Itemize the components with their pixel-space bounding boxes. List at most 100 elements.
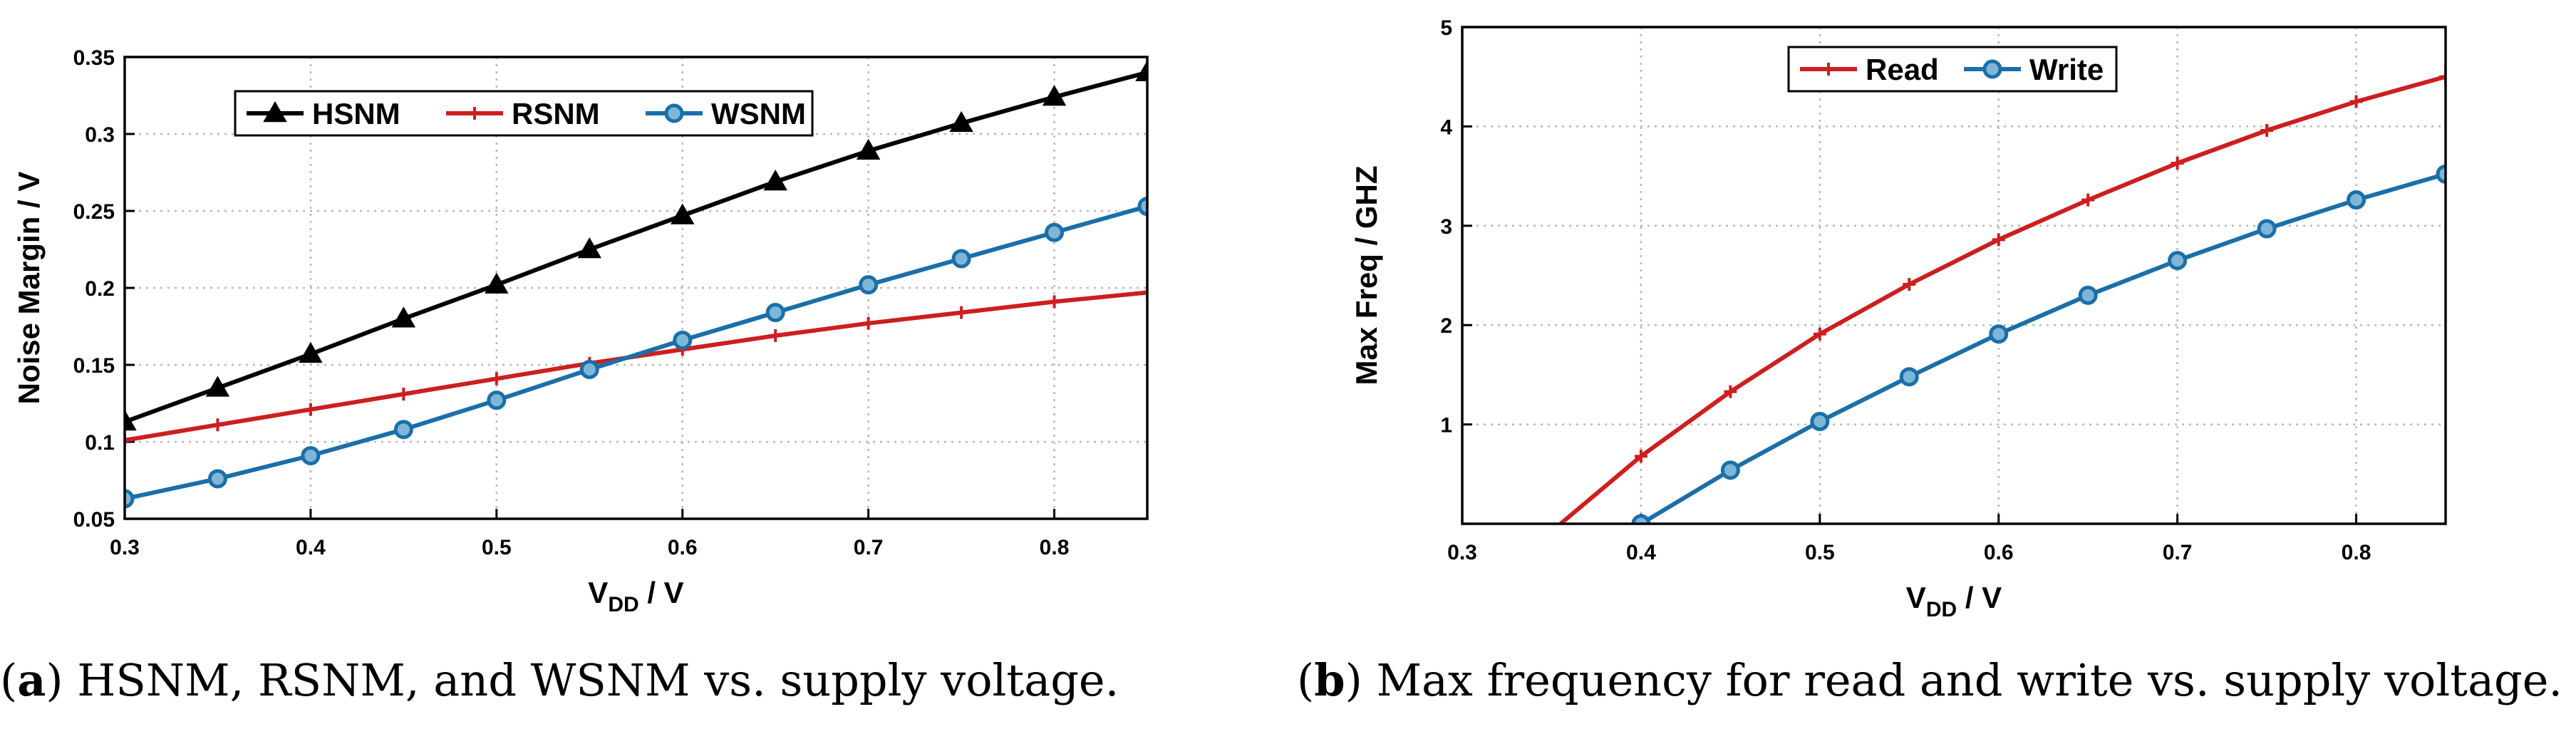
point-rsnm [490,372,503,386]
legend-label: RSNM [512,97,600,130]
legend-label: HSNM [312,97,400,130]
legend: HSNM RSNM WSNM [234,90,814,137]
point-rsnm [304,403,317,416]
point-wsnm [579,359,599,379]
point-wsnm [301,445,321,465]
point-wsnm [1045,222,1065,242]
series-line-hsnm [125,70,1147,424]
point-rsnm [211,418,224,432]
x-tick-label: 0.7 [2163,541,2193,564]
point-wsnm [673,330,693,350]
chart-b: 0.3 0.4 0.5 0.6 0.7 0.8 1 2 3 4 5 VDD / V Max Freq /… [1350,16,2447,621]
point-hsnm [577,237,601,259]
point-wsnm [1137,197,1147,217]
point-read [2081,193,2095,207]
point-rsnm [125,433,131,447]
point-write [2168,251,2188,271]
series-line-write [1640,172,2446,524]
point-write [2257,219,2277,239]
legend-marker [263,100,287,123]
point-write [2436,164,2446,184]
point-hsnm [856,138,881,160]
point-hsnm [299,341,323,363]
charts-svg: 0.3 0.4 0.5 0.6 0.7 0.8 0.05 0.1 0.15 0.2 0.25 0.3 0… [12,16,2447,621]
y-tick-label: 0.05 [73,508,115,532]
series-read [1559,70,2446,524]
point-write [2078,285,2098,305]
x-tick-label: 0.5 [1805,541,1835,564]
point-read [2171,156,2184,170]
legend-marker [1822,63,1835,76]
point-rsnm [397,388,410,401]
point-read [1992,233,2005,247]
x-tick-label: 0.4 [1626,541,1656,564]
x-axis-label-main: V [1906,581,1926,614]
point-write [1720,460,1740,480]
caption-b-close: ) [1345,654,1362,706]
legend-box [234,90,814,137]
caption-a: (a) HSNM, RSNM, and WSNM vs. supply volt… [0,641,1247,720]
point-hsnm [763,169,787,191]
x-axis-label-suffix: / V [639,576,684,609]
x-tick-label: 0.3 [110,536,140,559]
x-axis-label: VDD / V [1906,581,2002,621]
legend-label: WSNM [711,97,806,130]
point-read [1724,385,1737,398]
point-read [2349,95,2363,108]
legend-item-hsnm: HSNM [247,97,400,130]
y-tick-label: 0.25 [73,200,115,224]
caption-a-close: ) [46,654,63,706]
point-write [2347,190,2366,210]
y-tick-label: 0.15 [73,354,115,378]
legend-marker [1982,59,2002,79]
legend-item-write: Write [1964,53,2104,86]
y-tick-label: 0.35 [73,46,115,70]
axes-box [123,56,1149,520]
point-wsnm [207,469,227,489]
caption-b-open: ( [1297,654,1315,706]
point-write [1631,514,1651,524]
x-axis-label: VDD / V [588,576,683,616]
x-axis-label-main: V [588,576,608,609]
x-tick-label: 0.6 [668,536,698,559]
legend-item-wsnm: WSNM [646,97,806,130]
point-write [1989,324,2009,344]
point-hsnm [1042,85,1067,106]
point-wsnm [125,489,135,509]
x-tick-label: 0.8 [2342,541,2371,564]
point-rsnm [862,316,875,330]
series-wsnm [125,197,1147,509]
y-tick-label: 3 [1440,215,1452,239]
caption-b: (b) Max frequency for read and write vs.… [1297,641,2576,720]
y-tick-label: 0.2 [85,277,115,301]
series-line-wsnm [125,204,1147,501]
y-tick-label: 5 [1440,16,1452,40]
caption-a-text: HSNM, RSNM, and WSNM vs. supply voltage. [63,654,1119,706]
point-wsnm [487,391,507,410]
x-axis-label-sub: DD [608,593,638,616]
point-read [2260,123,2274,137]
chart-a: 0.3 0.4 0.5 0.6 0.7 0.8 0.05 0.1 0.15 0.2 0.25 0.3 0… [12,46,1149,616]
point-rsnm [1141,286,1147,299]
caption-a-open: ( [0,654,18,706]
point-read [2439,70,2446,83]
point-rsnm [955,306,968,319]
point-read [1634,450,1647,463]
caption-a-label: a [17,654,46,706]
point-hsnm [485,272,509,294]
legend-item-read: Read [1800,53,1939,86]
axes-box [1461,26,2447,525]
y-axis-label: Max Freq / GHZ [1350,165,1383,385]
plot-area [1462,27,2446,524]
point-rsnm [1048,295,1061,309]
y-tick-label: 0.1 [85,431,115,455]
legend: Read Write [1787,46,2118,93]
x-tick-label: 0.3 [1447,541,1477,564]
point-wsnm [951,249,971,269]
y-tick-label: 0.3 [85,123,115,147]
point-write [1899,367,1919,387]
point-wsnm [859,275,879,295]
x-tick-label: 0.6 [1984,541,2014,564]
legend-label: Write [2029,53,2104,86]
